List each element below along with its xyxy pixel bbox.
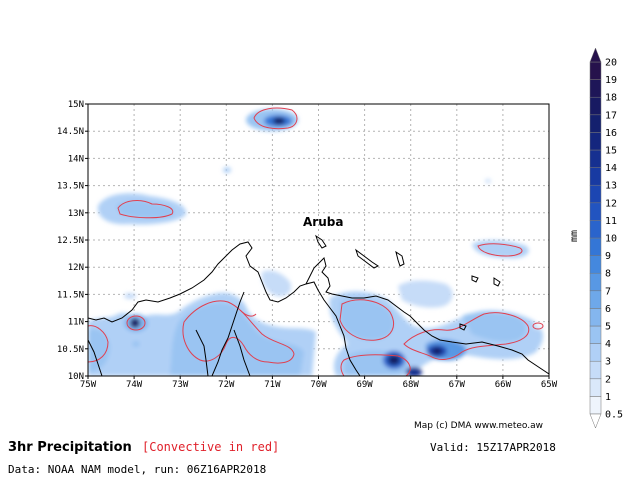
coastlines: [88, 234, 549, 376]
island-curacao: [355, 248, 379, 269]
colorbar-swatch: [589, 396, 602, 415]
valid-time: Valid: 15Z17APR2018: [430, 441, 556, 454]
colorbar-label: 0.5: [605, 410, 623, 421]
lon-tick-label: 69W: [356, 380, 373, 390]
colorbar-swatch: [589, 360, 602, 380]
colorbar-swatch: [589, 237, 602, 256]
colorbar-label: 20: [605, 58, 617, 69]
colorbar-label: 7: [605, 286, 611, 297]
colorbar-label: 1: [605, 392, 611, 403]
colorbar-label: 13: [605, 181, 617, 192]
colorbar-swatch: [589, 96, 602, 116]
lon-tick-label: 66W: [495, 380, 512, 390]
colorbar-label: 10: [605, 234, 617, 245]
colorbar-swatch: [589, 149, 602, 168]
colorbar-label: 17: [605, 110, 617, 121]
data-source: Data: NOAA NAM model, run: 06Z16APR2018: [8, 463, 267, 476]
lat-tick-label: 12.5N: [57, 236, 84, 246]
lat-tick-label: 15N: [68, 100, 84, 110]
lat-tick-label: 13N: [68, 209, 84, 219]
lon-tick-label: 70W: [310, 380, 327, 390]
precip-cell-east: [472, 240, 529, 259]
convective-contour-west: [182, 300, 295, 364]
border-inland: [211, 291, 245, 376]
lat-tick-label: 14N: [68, 154, 84, 164]
colorbar-swatch: [589, 255, 602, 274]
convective-contour-central: [339, 299, 394, 341]
colorbar-label: 16: [605, 128, 617, 139]
colorbar-label: 12: [605, 198, 617, 209]
latitude-axis: 10N 10.5N 11N 11.5N 12N 12.5N 13N 13.5N 14N 14.5N…: [57, 100, 88, 382]
chart-subtitle: [Convective in red]: [142, 440, 280, 454]
colorbar-min-arrow: [589, 413, 602, 429]
colorbar-label: 9: [605, 251, 611, 262]
chart-title: 3hr Precipitation: [8, 440, 132, 455]
coastline-peninsula: [305, 281, 361, 376]
place-label-aruba: Aruba: [303, 215, 343, 229]
lat-tick-label: 12N: [68, 263, 84, 273]
colorbar-label: 8: [605, 269, 611, 280]
colorbar-label: 5: [605, 322, 611, 333]
colorbar-label: 15: [605, 146, 617, 157]
convective-contour-east: [477, 243, 523, 257]
colorbar-swatch: [589, 132, 602, 151]
lat-tick-label: 11N: [68, 318, 84, 328]
colorbar-swatch: [589, 290, 602, 309]
convective-contour-north: [253, 107, 298, 130]
lon-tick-label: 71W: [264, 380, 281, 390]
lat-tick-label: 13.5N: [57, 182, 84, 192]
lon-tick-label: 74W: [126, 380, 143, 390]
map-credit: Map (c) DMA www.meteo.aw: [414, 421, 543, 431]
colorbar-label: 11: [605, 216, 617, 227]
convective-contour-coast: [403, 312, 530, 360]
colorbar-swatch: [589, 79, 602, 98]
longitude-axis: 75W 74W 73W 72W 71W 70W 69W 68W 67W 66W 65W: [80, 376, 558, 390]
colorbar-swatch: [589, 220, 602, 239]
lon-tick-label: 67W: [449, 380, 466, 390]
lon-tick-label: 75W: [80, 380, 97, 390]
colorbar-swatch: [589, 61, 602, 80]
colorbar-swatch: [589, 378, 602, 397]
colorbar-label: 6: [605, 304, 611, 315]
colorbar-label: 2: [605, 374, 611, 385]
colorbar-swatch: [589, 184, 602, 204]
lat-tick-label: 10.5N: [57, 345, 84, 355]
lon-tick-label: 72W: [218, 380, 235, 390]
colorbar-swatch: [589, 325, 602, 344]
island-aruba: [315, 234, 327, 249]
colorbar-swatch: [589, 272, 602, 292]
lat-tick-label: 14.5N: [57, 127, 84, 137]
coastline-colombia-venezuela: [88, 241, 549, 375]
lat-tick-label: 11.5N: [57, 290, 84, 300]
colorbar-label: 18: [605, 93, 617, 104]
island-bonaire: [395, 250, 405, 267]
lon-tick-label: 65W: [541, 380, 558, 390]
colorbar-max-arrow: [589, 47, 602, 63]
convective-contours: [88, 107, 544, 376]
colorbar-label: 3: [605, 357, 611, 368]
colorbar-swatch: [589, 343, 602, 362]
colorbar-swatch: [589, 202, 602, 221]
lon-tick-label: 73W: [172, 380, 189, 390]
colorbar-swatch: [589, 167, 602, 186]
colorbar-swatch: [589, 308, 602, 327]
colorbar-label: 19: [605, 75, 617, 86]
colorbar-label: 14: [605, 163, 617, 174]
colorbar-label: 4: [605, 339, 611, 350]
lat-tick-label: 10N: [68, 372, 84, 382]
convective-contour-northwest: [117, 200, 174, 219]
colorbar-swatch: [589, 114, 602, 133]
colorbar-unit-label: mm: [569, 230, 580, 242]
lon-tick-label: 68W: [403, 380, 420, 390]
